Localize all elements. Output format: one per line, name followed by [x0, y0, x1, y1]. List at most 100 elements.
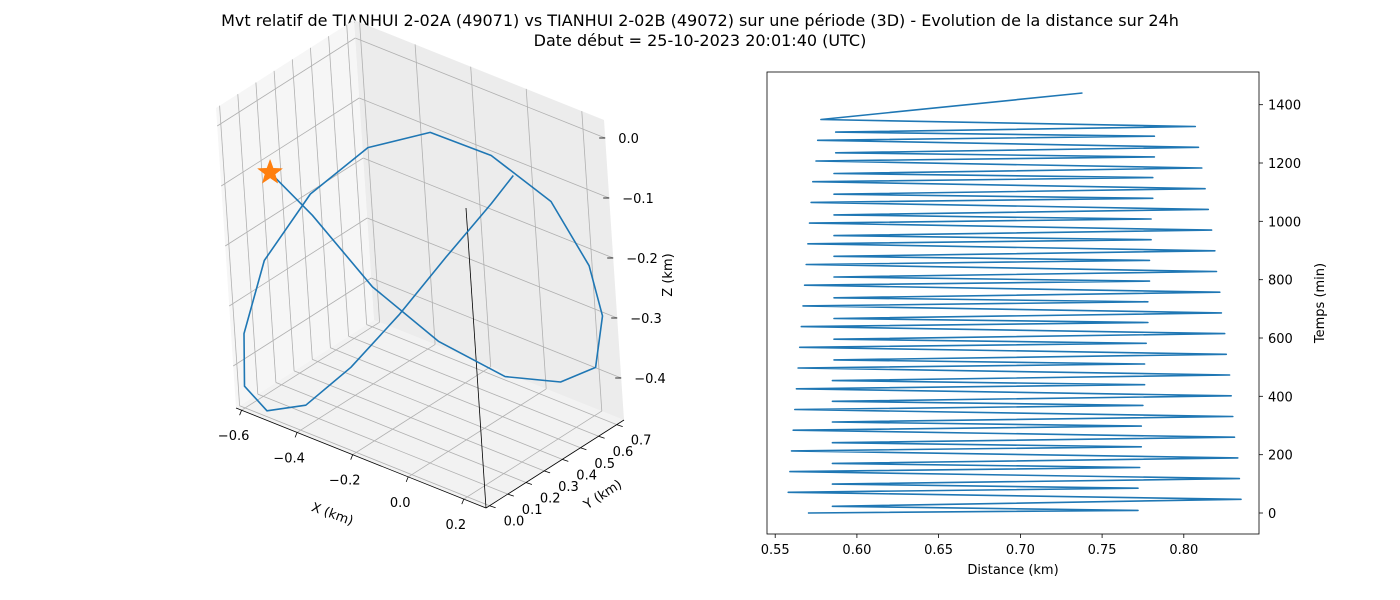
gridline-z-left [228, 217, 368, 307]
z-tick-label: −0.3 [630, 312, 662, 327]
y-tick-label: 0.7 [631, 434, 652, 449]
distance-plot: 0.55 0.60 0.65 0.70 0.75 0.80 0 200 400 600 800 100… [761, 71, 1328, 578]
gridline-x-back [525, 88, 547, 389]
3d-axes [235, 137, 625, 509]
z-tick-label: −0.4 [634, 372, 666, 387]
y-tick-label: 1400 [1268, 99, 1301, 114]
gridline-x-back [359, 22, 380, 323]
back-pane [354, 20, 624, 420]
gridline-z-back [371, 277, 622, 379]
y-tick-label: 1200 [1268, 157, 1301, 172]
y-axis-line [485, 419, 625, 509]
gridline-x-floor [407, 388, 547, 478]
y-tick-label: 0.4 [576, 468, 597, 483]
gridline-y-left [310, 47, 331, 348]
y-tick [598, 435, 605, 439]
y-tick-label: 0.2 [540, 492, 561, 507]
y-tick-label: 1000 [1268, 215, 1301, 230]
gridline-y-floor [257, 393, 508, 495]
y-tick-label: 0.6 [613, 445, 634, 460]
x-tick-label: 0.70 [1006, 543, 1035, 558]
left-pane [216, 20, 374, 408]
plot-frame [766, 71, 1260, 535]
x-tick [461, 498, 465, 505]
x-tick [405, 476, 409, 483]
z-tick-label: 0.0 [618, 132, 639, 147]
gridline-z-left [220, 97, 360, 187]
distance-series-line-0 [787, 92, 1242, 514]
gridline-x-floor [352, 366, 491, 456]
gridline-y-left [237, 94, 259, 395]
gridline-x-floor [296, 344, 436, 433]
gridline-z-back [355, 37, 606, 139]
gridline-y-floor [348, 335, 599, 437]
y-tick-label: 400 [1268, 390, 1293, 405]
y-tick-label: 200 [1268, 449, 1293, 464]
x-tick-label: −0.2 [329, 474, 361, 489]
x-tick [239, 410, 242, 416]
gridline-x-back [581, 111, 603, 412]
figure-title-line1: Mvt relatif de TIANHUI 2-02A (49071) vs … [221, 11, 1179, 30]
gridline-y-floor [312, 359, 563, 460]
gridline-y-left [328, 36, 349, 337]
x-axis-label: Distance (km) [967, 563, 1058, 578]
gridline-x-floor [241, 321, 380, 411]
y-tick-label: 0.1 [522, 503, 543, 518]
floor-pane [236, 320, 624, 508]
y-tick-label: 0.0 [504, 515, 525, 530]
x-tick-label: 0.75 [1088, 543, 1117, 558]
gridline-y-left [255, 82, 277, 383]
z-tick-label: −0.1 [622, 192, 654, 207]
y-tick [562, 459, 569, 462]
gridline-z-back [367, 217, 618, 319]
gridline-y-left [219, 105, 240, 406]
y-tick-label: 600 [1268, 332, 1293, 347]
y-tick [489, 505, 496, 509]
gridline-z-back [359, 97, 610, 199]
y-tick [543, 470, 551, 474]
gridline-y-floor [366, 324, 617, 425]
gridline-z-left [224, 157, 364, 247]
x-tick-label: 0.2 [445, 518, 466, 533]
y-tick [616, 424, 623, 427]
y-tick [580, 447, 587, 451]
gridline-y-left [273, 70, 295, 371]
z-tick-label: −0.2 [626, 252, 658, 267]
start-star-marker [256, 158, 284, 184]
trajectory-line-0 [243, 131, 604, 412]
gridline-y-floor [330, 347, 581, 449]
y-tick-label: 0.3 [558, 480, 579, 495]
x-axis-line [235, 407, 487, 509]
x-axis-label: X (km) [309, 500, 355, 529]
gridline-y-left [346, 24, 368, 325]
z-axis-label: Z (km) [661, 253, 676, 296]
y-tick [507, 493, 514, 497]
3d-trajectory [243, 131, 604, 412]
3d-panes [216, 20, 624, 508]
x-tick-label: 0.60 [842, 543, 871, 558]
y-tick-label: 0 [1268, 507, 1276, 522]
x-tick-label: 0.55 [761, 543, 790, 558]
x-tick-label: −0.6 [218, 429, 250, 444]
chart-3d-trajectory: −0.6−0.4−0.20.00.2 0.00.10.20.30.40.50.60… [216, 20, 676, 533]
x-tick [294, 432, 298, 438]
chart-distance-vs-time: 0.55 0.60 0.65 0.70 0.75 0.80 0 200 400 600 800 100… [761, 71, 1328, 578]
x-tick-label: 0.0 [390, 496, 411, 511]
y-tick [525, 482, 533, 485]
x-tick-label: 0.65 [924, 543, 953, 558]
y-tick-label: 800 [1268, 274, 1293, 289]
gridline-y-floor [293, 370, 545, 472]
y-axis-label: Temps (min) [1313, 263, 1328, 344]
y-tick-label: 0.5 [594, 457, 615, 472]
x-tick [350, 454, 354, 460]
z-axis-line [465, 207, 487, 509]
gridline-z-left [216, 37, 356, 127]
3d-gridlines [216, 22, 622, 507]
x-tick-label: −0.4 [273, 451, 305, 466]
gridline-y-floor [239, 405, 490, 507]
gridline-x-back [414, 44, 436, 345]
gridline-y-floor [275, 382, 527, 483]
figure-title-line2: Date début = 25-10-2023 20:01:40 (UTC) [533, 31, 867, 50]
x-tick-label: 0.80 [1169, 543, 1198, 558]
